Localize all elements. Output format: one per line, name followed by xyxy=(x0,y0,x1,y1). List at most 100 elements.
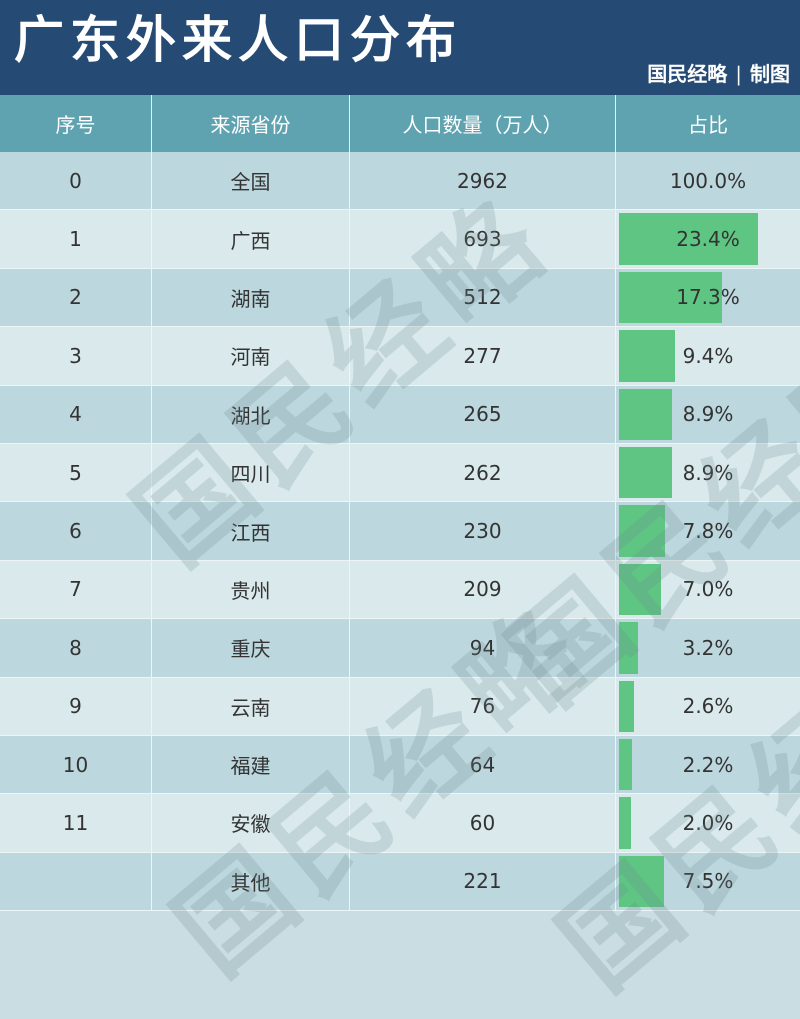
cell-index: 9 xyxy=(0,677,152,735)
cell-share: 2.0% xyxy=(616,794,800,851)
share-label: 100.0% xyxy=(669,168,747,193)
cell-index: 3 xyxy=(0,327,152,385)
cell-share: 7.5% xyxy=(616,853,800,910)
cell-population: 693 xyxy=(350,210,616,268)
table-row: 10 福建 64 2.2% xyxy=(0,735,800,795)
cell-province: 全国 xyxy=(152,152,350,210)
table-row: 4 湖北 265 8.9% xyxy=(0,385,800,444)
credit-separator: | xyxy=(735,62,742,86)
cell-index: 10 xyxy=(0,735,152,794)
cell-index xyxy=(0,852,152,911)
header-banner: 广东外来人口分布 国民经略 | 制图 xyxy=(0,0,800,95)
credit-source: 国民经略 xyxy=(647,62,728,86)
cell-province: 河南 xyxy=(152,327,350,385)
cell-share: 23.4% xyxy=(616,210,800,267)
cell-population: 64 xyxy=(350,735,616,794)
cell-index: 5 xyxy=(0,443,152,502)
table-header-row: 序号 来源省份 人口数量（万人） 占比 xyxy=(0,95,800,152)
share-bar xyxy=(619,330,675,382)
cell-share: 9.4% xyxy=(616,327,800,384)
cell-population: 265 xyxy=(350,385,616,443)
cell-share: 100.0% xyxy=(616,152,800,209)
table-row: 其他 221 7.5% xyxy=(0,852,800,912)
cell-population: 209 xyxy=(350,560,616,619)
cell-province: 其他 xyxy=(152,852,350,911)
table-row: 2 湖南 512 17.3% xyxy=(0,268,800,328)
cell-province: 云南 xyxy=(152,677,350,735)
cell-share: 8.9% xyxy=(616,386,800,443)
table-row: 7 贵州 209 7.0% xyxy=(0,560,800,620)
cell-share: 2.6% xyxy=(616,678,800,735)
share-label: 7.0% xyxy=(682,577,734,602)
cell-index: 7 xyxy=(0,560,152,619)
share-bar xyxy=(619,505,666,557)
cell-population: 221 xyxy=(350,852,616,911)
share-label: 23.4% xyxy=(676,227,740,252)
page-title: 广东外来人口分布 xyxy=(14,11,462,69)
share-bar xyxy=(619,271,722,324)
cell-index: 8 xyxy=(0,619,152,677)
cell-index: 11 xyxy=(0,794,152,852)
table-row: 3 河南 277 9.4% xyxy=(0,327,800,386)
column-header-share: 占比 xyxy=(688,113,728,137)
share-label: 7.5% xyxy=(682,869,734,894)
cell-province: 安徽 xyxy=(152,794,350,852)
cell-share: 2.2% xyxy=(616,736,800,793)
cell-index: 2 xyxy=(0,268,152,327)
cell-population: 262 xyxy=(350,443,616,502)
column-header-province: 来源省份 xyxy=(152,95,350,152)
share-bar xyxy=(619,738,633,791)
table-row: 8 重庆 94 3.2% xyxy=(0,619,800,678)
share-bar xyxy=(619,855,664,908)
share-label: 8.9% xyxy=(682,460,734,485)
table-row: 11 安徽 60 2.0% xyxy=(0,794,800,853)
credit-line: 国民经略 | 制图 xyxy=(647,60,790,88)
table-row: 9 云南 76 2.6% xyxy=(0,677,800,736)
share-label: 3.2% xyxy=(682,635,734,660)
cell-population: 512 xyxy=(350,268,616,327)
share-label: 2.2% xyxy=(682,752,734,777)
cell-population: 2962 xyxy=(350,152,616,210)
share-label: 17.3% xyxy=(676,285,740,310)
cell-share: 7.0% xyxy=(616,561,800,618)
cell-population: 60 xyxy=(350,794,616,852)
cell-share: 8.9% xyxy=(616,444,800,501)
cell-population: 94 xyxy=(350,619,616,677)
cell-province: 江西 xyxy=(152,502,350,560)
share-bar xyxy=(619,213,758,265)
cell-province: 湖南 xyxy=(152,268,350,327)
data-table: 序号 来源省份 人口数量（万人） 占比 0 全国 2962 100.0% 1 广西 693 2… xyxy=(0,95,800,923)
column-header-population: 人口数量（万人） xyxy=(350,95,616,152)
cell-index: 1 xyxy=(0,210,152,268)
share-label: 7.8% xyxy=(682,519,734,544)
cell-share: 7.8% xyxy=(616,502,800,559)
share-bar xyxy=(619,563,661,616)
cell-province: 贵州 xyxy=(152,560,350,619)
share-bar xyxy=(619,446,672,499)
share-bar xyxy=(619,388,672,440)
credit-action: 制图 xyxy=(750,62,790,86)
share-bar xyxy=(619,797,631,849)
share-label: 8.9% xyxy=(682,402,734,427)
cell-share: 3.2% xyxy=(616,619,800,676)
share-bar xyxy=(619,680,635,732)
table-body: 0 全国 2962 100.0% 1 广西 693 23.4% 2 湖南 512 17.3% 3 河南 27… xyxy=(0,152,800,912)
share-label: 2.0% xyxy=(682,810,734,835)
cell-index: 6 xyxy=(0,502,152,560)
cell-population: 277 xyxy=(350,327,616,385)
cell-province: 重庆 xyxy=(152,619,350,677)
cell-index: 4 xyxy=(0,385,152,443)
share-label: 9.4% xyxy=(682,343,734,368)
table-row: 0 全国 2962 100.0% xyxy=(0,152,800,211)
cell-province: 湖北 xyxy=(152,385,350,443)
cell-province: 四川 xyxy=(152,443,350,502)
table-row: 6 江西 230 7.8% xyxy=(0,502,800,561)
table-row: 1 广西 693 23.4% xyxy=(0,210,800,269)
cell-population: 230 xyxy=(350,502,616,560)
cell-province: 福建 xyxy=(152,735,350,794)
cell-index: 0 xyxy=(0,152,152,210)
cell-province: 广西 xyxy=(152,210,350,268)
column-header-index: 序号 xyxy=(0,95,152,152)
share-label: 2.6% xyxy=(682,694,734,719)
cell-population: 76 xyxy=(350,677,616,735)
